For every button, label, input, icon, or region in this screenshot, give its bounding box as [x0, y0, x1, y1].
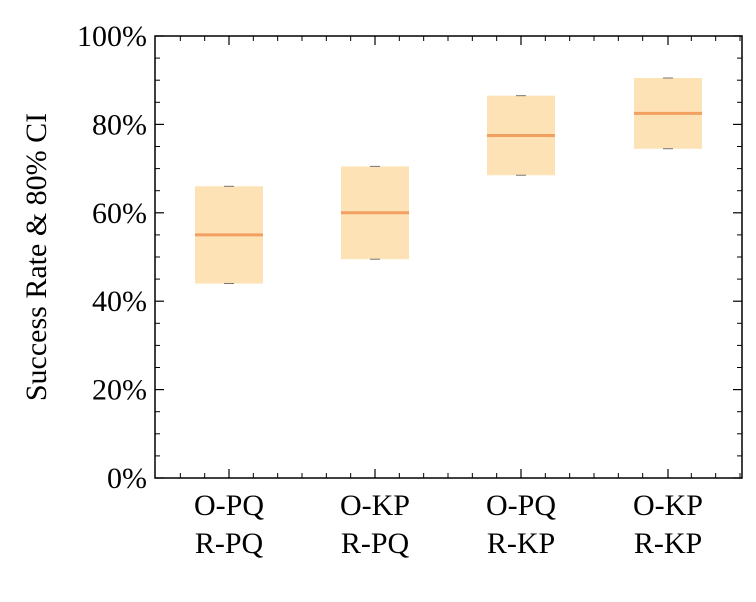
- y-tick-label: 40%: [92, 285, 147, 318]
- boxes-layer: [195, 77, 702, 285]
- y-tick-label: 80%: [92, 108, 147, 141]
- y-tick-label: 100%: [77, 20, 147, 53]
- x-tick-label: O-KP: [340, 489, 410, 522]
- y-axis-label: Success Rate & 80% CI: [20, 113, 53, 401]
- x-tick-label: O-PQ: [194, 489, 264, 522]
- x-tick-label: R-PQ: [195, 527, 264, 560]
- x-tick-label: R-PQ: [341, 527, 410, 560]
- x-tick-label: R-KP: [487, 527, 555, 560]
- labels-layer: 0% 20% 40% 60% 80% 100% O-PQ R-PQ O-KP R-PQ O-PQ R-…: [77, 20, 703, 560]
- x-tick-label: R-KP: [634, 527, 702, 560]
- y-tick-label: 60%: [92, 197, 147, 230]
- x-tick-label: O-PQ: [486, 489, 556, 522]
- x-tick-label: O-KP: [633, 489, 703, 522]
- y-tick-label: 0%: [107, 462, 147, 495]
- y-tick-label: 20%: [92, 374, 147, 407]
- ticks-layer: [155, 35, 742, 479]
